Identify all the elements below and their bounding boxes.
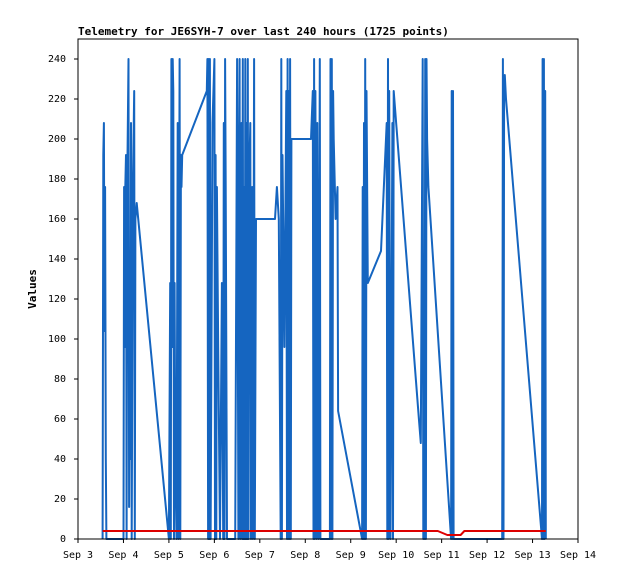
x-tick-label: Sep 8 (290, 550, 320, 561)
x-tick-label: Sep 9 (336, 550, 366, 561)
y-tick-label: 0 (60, 534, 66, 545)
y-tick-label: 80 (54, 374, 66, 385)
y-tick-label: 220 (48, 94, 66, 105)
y-axis-label: Values (26, 269, 39, 309)
x-tick-label: Sep 7 (245, 550, 275, 561)
y-tick-label: 120 (48, 294, 66, 305)
x-tick-label: Sep 14 (560, 550, 596, 561)
series-line-2 (102, 530, 546, 536)
x-tick-label: Sep 11 (424, 550, 460, 561)
y-tick-label: 160 (48, 214, 66, 225)
y-axis: 0 20 40 60 80 100 120 140 160 180 200 220 240 (48, 54, 78, 545)
y-tick-label: 20 (54, 494, 66, 505)
y-tick-label: 180 (48, 174, 66, 185)
x-tick-label: Sep 6 (199, 550, 229, 561)
y-tick-label: 240 (48, 54, 66, 65)
x-tick-label: Sep 5 (154, 550, 184, 561)
x-axis: Sep 3 Sep 4 Sep 5 Sep 6 Sep 7 Sep 8 Sep 9 Sep 1… (63, 539, 596, 561)
plot-frame (77, 38, 579, 540)
x-tick-label: Sep 4 (108, 550, 138, 561)
x-tick-label: Sep 3 (63, 550, 93, 561)
y-tick-label: 140 (48, 254, 66, 265)
chart-title: Telemetry for JE6SYH-7 over last 240 hou… (78, 25, 449, 38)
x-tick-label: Sep 13 (514, 550, 550, 561)
y-tick-label: 40 (54, 454, 66, 465)
x-tick-label: Sep 10 (378, 550, 414, 561)
x-tick-label: Sep 12 (469, 550, 505, 561)
y-tick-label: 200 (48, 134, 66, 145)
y-tick-label: 100 (48, 334, 66, 345)
y-tick-label: 60 (54, 414, 66, 425)
